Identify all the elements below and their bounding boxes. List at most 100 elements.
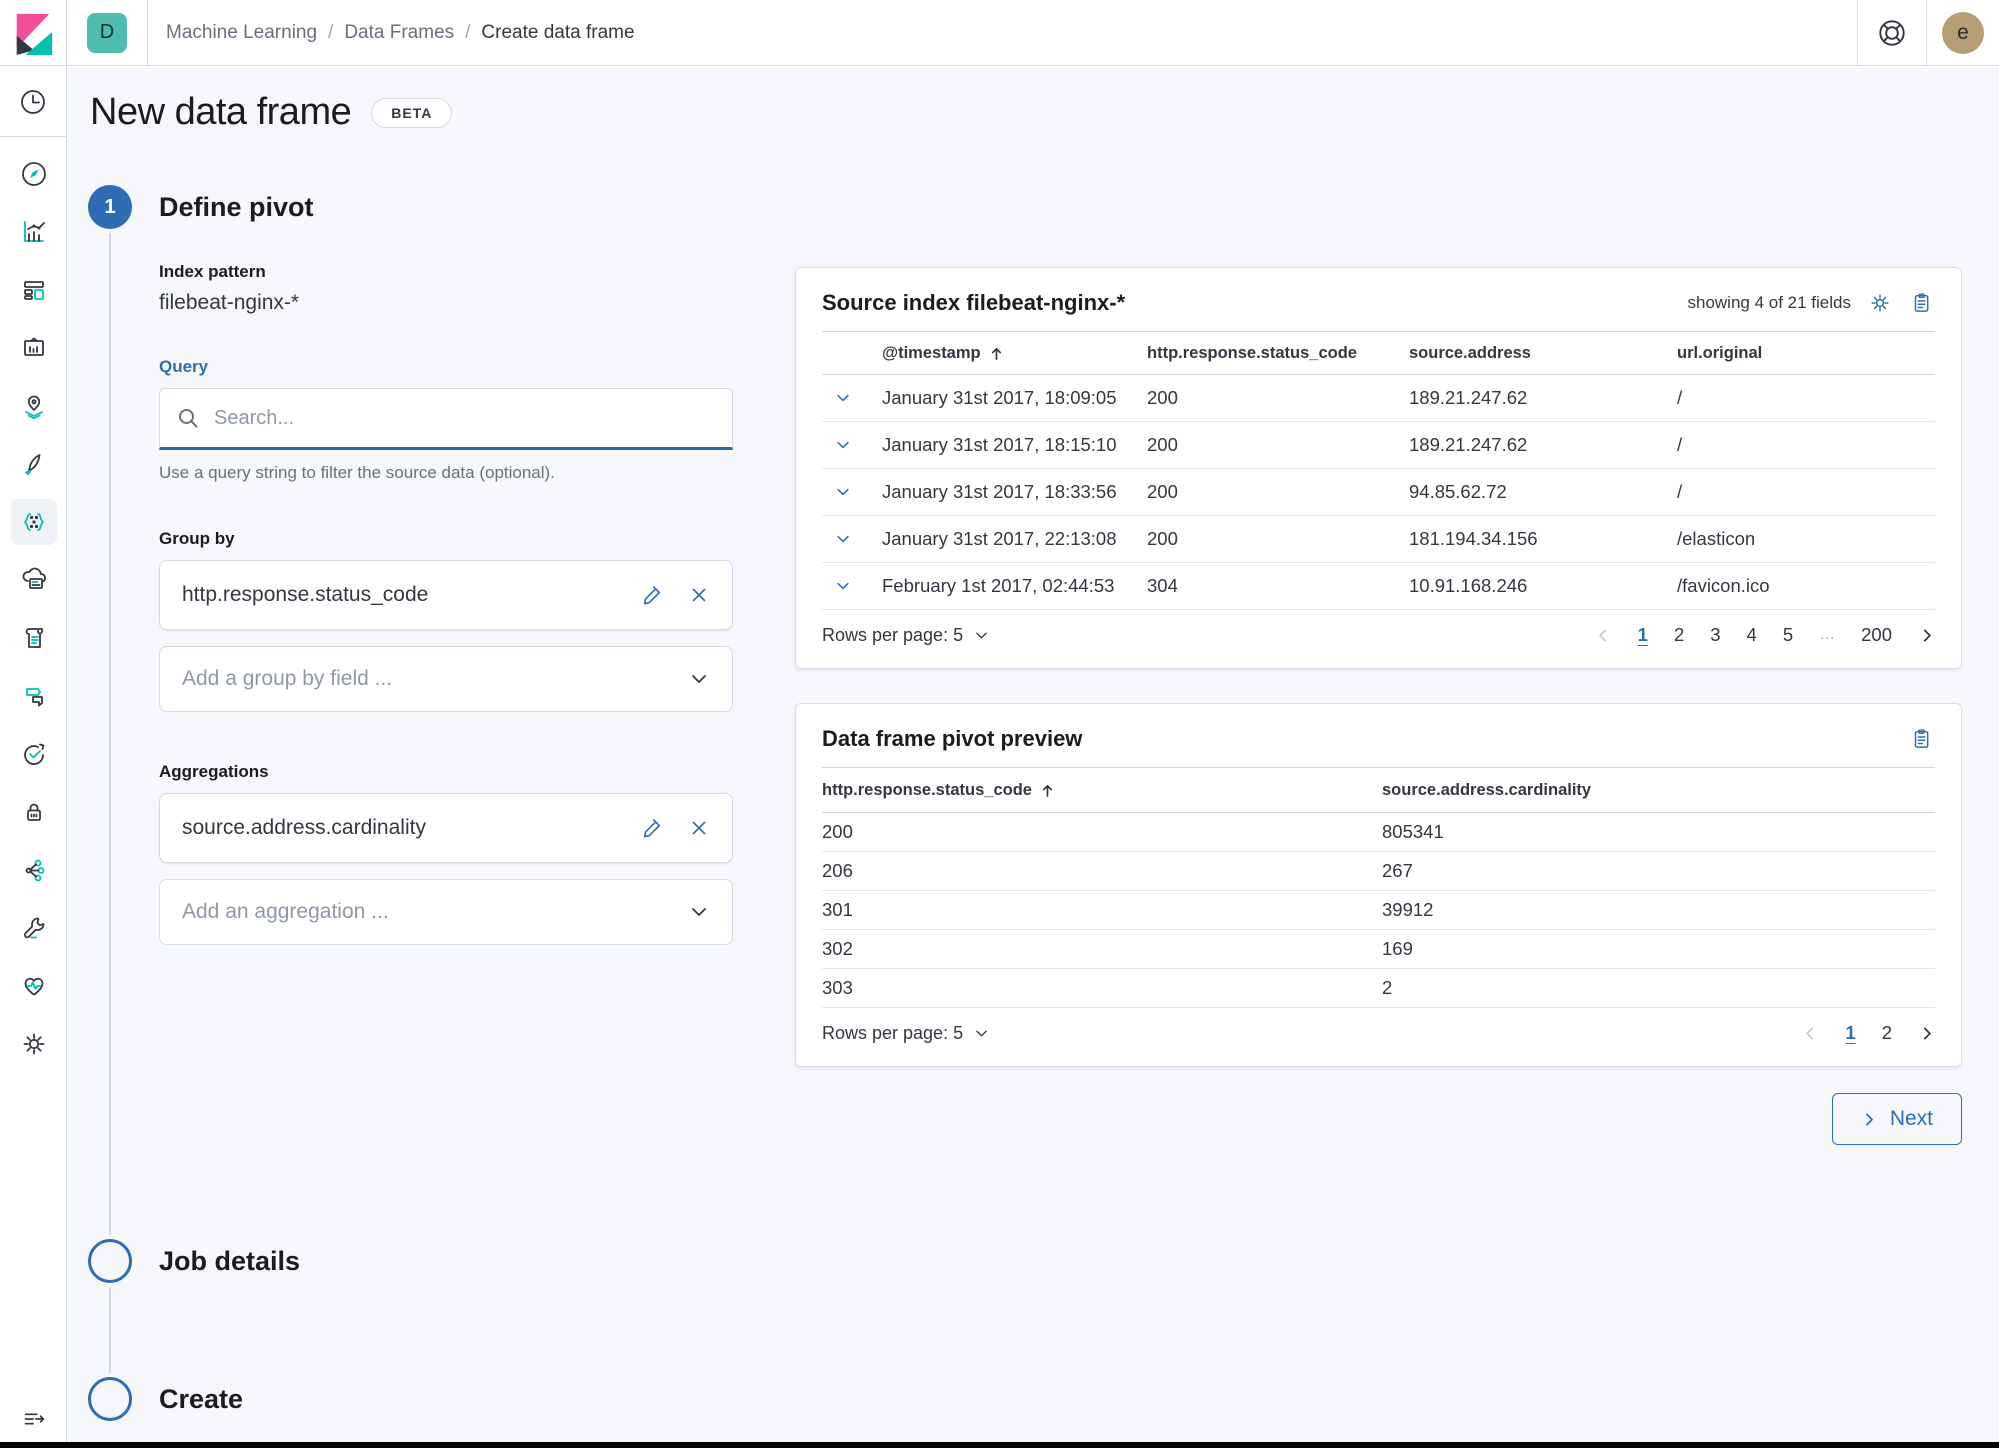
- cell-status-code: 304: [1147, 575, 1178, 596]
- sidebar-item-recent[interactable]: [0, 86, 66, 118]
- sidebar-item-logs[interactable]: [0, 609, 67, 667]
- page-number[interactable]: 3: [1710, 624, 1721, 645]
- code-icon: [25, 688, 43, 707]
- add-group-by-dropdown[interactable]: Add a group by field ...: [159, 646, 733, 712]
- columns-settings-gear-icon[interactable]: [1867, 290, 1893, 316]
- column-header-source-address[interactable]: source.address: [1409, 343, 1531, 362]
- edit-pencil-icon[interactable]: [640, 815, 666, 841]
- next-button-label: Next: [1889, 1107, 1933, 1130]
- rows-per-page-selector[interactable]: Rows per page: 5: [822, 1023, 990, 1044]
- add-aggregation-dropdown[interactable]: Add an aggregation ...: [159, 879, 733, 945]
- topbar-divider: [1857, 0, 1858, 65]
- column-header-cardinality[interactable]: source.address.cardinality: [1382, 780, 1592, 799]
- sidebar-item-dashboard[interactable]: [0, 261, 67, 319]
- sidebar-item-code[interactable]: [0, 667, 67, 725]
- cell-status-code: 200: [1147, 387, 1178, 408]
- dashboard-icon: [23, 281, 44, 300]
- pivot-preview-title: Data frame pivot preview: [822, 726, 1083, 751]
- space-badge[interactable]: D: [87, 12, 127, 53]
- row-expand-icon[interactable]: [834, 436, 852, 454]
- sidebar-item-maps[interactable]: [0, 377, 67, 435]
- edit-pencil-icon[interactable]: [640, 582, 666, 608]
- map-pin-icon: [24, 395, 43, 420]
- wrench-icon: [23, 917, 44, 939]
- next-page-icon[interactable]: [1918, 1025, 1935, 1042]
- prev-page-icon[interactable]: [1595, 627, 1612, 644]
- pivot-preview-table: http.response.status_code source.address…: [822, 767, 1935, 1008]
- sidebar-item-apm[interactable]: [0, 435, 67, 493]
- index-pattern-value: filebeat-nginx-*: [159, 291, 300, 314]
- column-header-timestamp[interactable]: @timestamp: [882, 343, 981, 362]
- graph-icon: [25, 859, 44, 882]
- page-number[interactable]: 1: [1845, 1022, 1856, 1043]
- cell-url: /: [1677, 481, 1683, 502]
- chevron-right-icon: [1865, 1113, 1873, 1125]
- step-2-indicator[interactable]: [88, 1239, 132, 1283]
- page-number[interactable]: 4: [1746, 624, 1757, 645]
- remove-icon[interactable]: [688, 584, 710, 606]
- group-by-item: http.response.status_code: [159, 560, 733, 630]
- rows-per-page-selector[interactable]: Rows per page: 5: [822, 625, 990, 646]
- page-number[interactable]: 1: [1637, 624, 1648, 645]
- sidebar-item-uptime[interactable]: [0, 725, 67, 783]
- app-sidebar: [0, 67, 67, 1442]
- cell-status-code: 301: [822, 899, 853, 920]
- breadcrumb-machine-learning[interactable]: Machine Learning: [166, 21, 318, 43]
- sort-asc-icon: [991, 347, 1001, 360]
- page-number[interactable]: 5: [1782, 624, 1794, 645]
- column-header-url-original[interactable]: url.original: [1677, 343, 1763, 362]
- row-expand-icon[interactable]: [834, 530, 852, 548]
- cell-status-code: 200: [1147, 481, 1178, 502]
- sidebar-expand-button[interactable]: [0, 1404, 67, 1434]
- chevron-down-icon: [692, 908, 706, 916]
- pivot-pagination: 1 2: [1802, 1022, 1935, 1044]
- source-index-panel: Source index filebeat-nginx-* showing 4 …: [795, 267, 1962, 669]
- chevron-down-icon: [976, 631, 987, 639]
- user-avatar[interactable]: e: [1942, 11, 1984, 54]
- column-header-status-code[interactable]: http.response.status_code: [822, 780, 1032, 799]
- lock-icon: [26, 803, 41, 821]
- step-3-indicator[interactable]: [88, 1377, 132, 1421]
- sidebar-item-discover[interactable]: [0, 145, 67, 203]
- cell-status-code: 200: [822, 821, 853, 842]
- breadcrumb-data-frames[interactable]: Data Frames: [344, 21, 455, 43]
- cell-status-code: 302: [822, 938, 853, 959]
- cell-timestamp: January 31st 2017, 18:15:10: [882, 434, 1117, 455]
- sidebar-item-machine-learning[interactable]: [0, 493, 67, 551]
- row-expand-icon[interactable]: [834, 483, 852, 501]
- page-number[interactable]: 2: [1881, 1022, 1892, 1043]
- logs-scroll-icon: [25, 628, 43, 648]
- rows-per-page-label: Rows per page: 5: [822, 624, 964, 645]
- remove-icon[interactable]: [688, 817, 710, 839]
- screen-bottom-bar: [0, 1442, 1999, 1448]
- page-number[interactable]: 2: [1673, 624, 1685, 645]
- sidebar-item-canvas[interactable]: [0, 319, 67, 377]
- sidebar-item-infrastructure[interactable]: [0, 551, 67, 609]
- cell-cardinality: 169: [1382, 938, 1413, 959]
- top-bar: D Machine Learning / Data Frames / Creat…: [0, 0, 1999, 66]
- next-page-icon[interactable]: [1918, 627, 1935, 644]
- sidebar-item-management[interactable]: [0, 1015, 67, 1073]
- copy-clipboard-icon[interactable]: [1909, 726, 1935, 752]
- row-expand-icon[interactable]: [834, 389, 852, 407]
- sidebar-item-graph[interactable]: [0, 841, 67, 899]
- uptime-icon: [23, 743, 44, 765]
- sidebar-item-monitoring[interactable]: [0, 957, 67, 1015]
- help-button[interactable]: [1858, 0, 1926, 65]
- cell-source-address: 10.91.168.246: [1409, 575, 1528, 596]
- beta-badge: BETA: [371, 97, 453, 128]
- row-expand-icon[interactable]: [834, 577, 852, 595]
- query-search-input[interactable]: [214, 406, 716, 430]
- page-title: New data frame: [90, 91, 352, 133]
- prev-page-icon[interactable]: [1802, 1025, 1819, 1042]
- column-header-status-code[interactable]: http.response.status_code: [1147, 343, 1357, 362]
- sidebar-item-visualize[interactable]: [0, 203, 67, 261]
- source-pagination: 1 2 3 4 5 … 200: [1595, 624, 1935, 646]
- page-number-last[interactable]: 200: [1861, 624, 1892, 645]
- next-button[interactable]: Next: [1831, 1093, 1962, 1145]
- sidebar-item-security[interactable]: [0, 783, 67, 841]
- table-row: 200 805341: [822, 813, 1935, 852]
- copy-clipboard-icon[interactable]: [1909, 290, 1935, 316]
- sidebar-item-dev-tools[interactable]: [0, 899, 67, 957]
- kibana-logo[interactable]: [0, 0, 67, 65]
